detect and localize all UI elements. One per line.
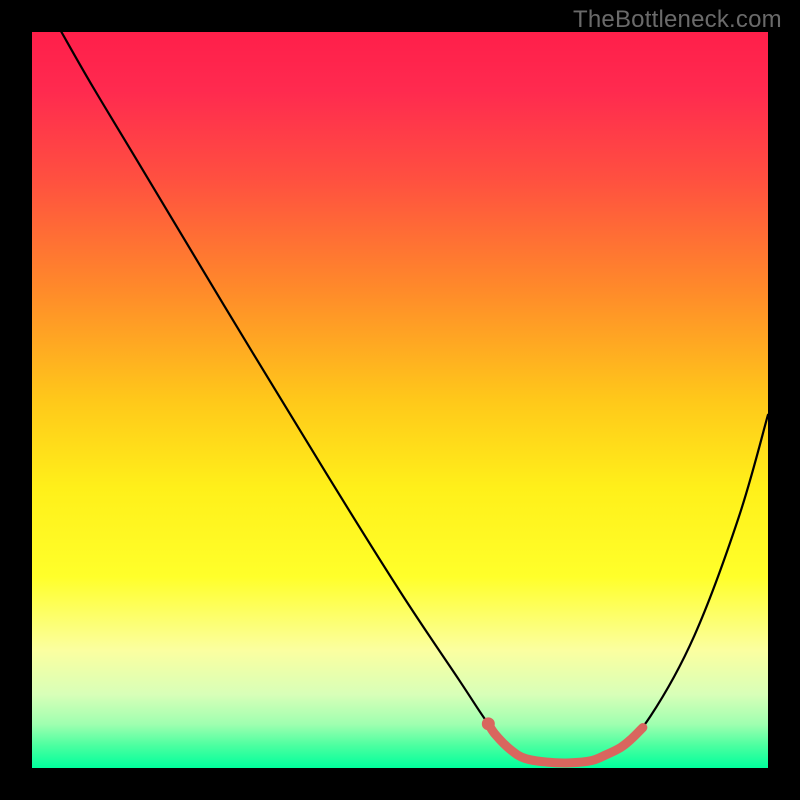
- watermark-text: TheBottleneck.com: [573, 6, 782, 34]
- highlight-dot: [482, 717, 495, 730]
- plot-background: [32, 32, 768, 768]
- bottleneck-chart: [0, 0, 800, 800]
